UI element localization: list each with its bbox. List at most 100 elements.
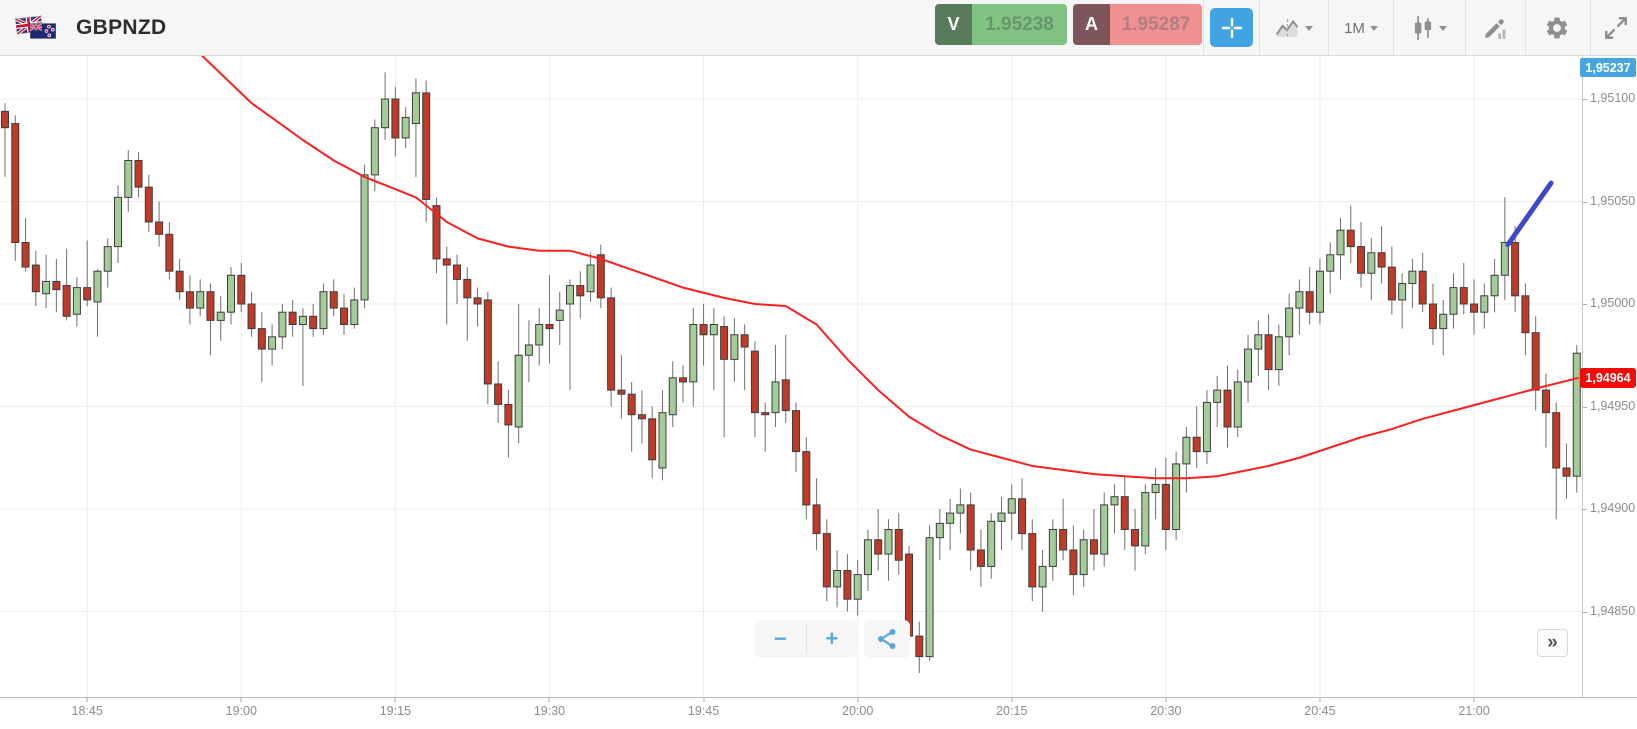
sell-price: 1.95238 <box>972 4 1067 45</box>
candlestick <box>966 504 975 551</box>
candlestick <box>1274 336 1283 371</box>
zoom-out-button[interactable]: − <box>755 620 806 658</box>
chevron-down-icon <box>1304 25 1313 31</box>
price-axis-label: 1,94900 <box>1590 501 1636 515</box>
candlestick <box>1470 303 1479 313</box>
candlestick <box>1357 246 1366 274</box>
nzd-flag-icon <box>30 23 56 39</box>
draw-button[interactable] <box>1472 10 1518 46</box>
candlestick <box>1439 313 1448 330</box>
candlestick <box>1305 291 1314 313</box>
candlestick <box>237 274 246 305</box>
fullscreen-icon <box>1605 17 1627 39</box>
candlestick <box>1480 295 1489 313</box>
candlestick <box>730 334 739 360</box>
candlestick <box>370 127 379 176</box>
candlestick <box>1449 287 1458 315</box>
candlestick <box>1223 389 1232 428</box>
share-icon <box>878 629 896 649</box>
candlestick <box>144 186 153 223</box>
toolbar-separator <box>1259 0 1260 56</box>
time-axis-label: 20:45 <box>1304 704 1336 718</box>
crosshair-button[interactable] <box>1210 8 1253 47</box>
candlestick <box>103 246 112 272</box>
time-axis-label: 18:45 <box>71 704 103 718</box>
timeframe-label: 1M <box>1344 19 1365 37</box>
candlestick <box>72 287 81 315</box>
sell-button[interactable]: V 1.95238 <box>935 4 1067 45</box>
candlestick <box>1346 229 1355 248</box>
candlestick <box>1028 533 1037 588</box>
price-axis-label: 1,94850 <box>1590 603 1636 618</box>
candlestick <box>545 324 554 330</box>
buy-button[interactable]: A 1.95287 <box>1073 4 1202 45</box>
candlestick <box>1387 266 1396 301</box>
candlestick <box>802 451 811 506</box>
price-axis-tick <box>1583 406 1587 408</box>
candlestick <box>1141 492 1150 547</box>
candlestick <box>483 299 492 385</box>
candlestick <box>340 307 349 326</box>
time-axis-label: 20:00 <box>842 704 874 718</box>
candlestick <box>915 635 924 658</box>
time-axis-label: 20:30 <box>1150 704 1182 718</box>
candlestick <box>997 512 1006 522</box>
candlestick <box>124 160 133 198</box>
time-axis-tick <box>548 697 550 702</box>
candlestick <box>1038 565 1047 588</box>
candlestick <box>1295 291 1304 309</box>
sell-tag: V <box>935 4 972 45</box>
candlestick <box>1018 498 1027 535</box>
time-axis[interactable]: 18:45 19:00 19:15 19:30 19:45 20:00 20:15 20:30… <box>0 697 1637 729</box>
price-axis[interactable]: 1,95237 1,94964 1,95100 1,95050 1,95000 1,9… <box>1580 56 1637 697</box>
candlestick <box>617 389 626 395</box>
candlestick <box>1172 463 1181 530</box>
candle-style-button[interactable] <box>1400 10 1458 46</box>
candlestick <box>627 393 636 416</box>
collapse-panel-button[interactable]: » <box>1537 629 1568 657</box>
candlestick <box>93 270 102 303</box>
chart-header: GBPNZD V 1.95238 A 1.95287 1M <box>0 0 1637 56</box>
candlestick <box>750 350 759 414</box>
currency-pair-flags <box>15 13 64 43</box>
symbol-title: GBPNZD <box>76 16 167 39</box>
candlestick <box>1161 483 1170 530</box>
timeframe-button[interactable]: 1M <box>1336 12 1386 44</box>
price-axis-tick <box>1583 99 1587 100</box>
toolbar-separator <box>1393 0 1394 56</box>
candlestick <box>843 570 852 600</box>
instrument: GBPNZD <box>15 0 167 56</box>
price-axis-label: 1,95100 <box>1590 91 1636 105</box>
x-axis-line <box>0 697 1637 698</box>
zoom-in-button[interactable]: + <box>807 620 858 658</box>
candlestick <box>1418 270 1427 305</box>
candlestick <box>360 174 369 301</box>
fullscreen-button[interactable] <box>1596 10 1636 46</box>
candlestick <box>216 311 225 321</box>
candlestick <box>1398 283 1407 301</box>
candlestick <box>401 116 410 139</box>
candlestick <box>1244 348 1253 383</box>
candlestick <box>1521 295 1530 334</box>
candlestick <box>566 285 575 305</box>
candlestick <box>165 233 174 272</box>
toolbar-separator <box>1590 0 1591 56</box>
candlestick <box>1100 504 1109 555</box>
candlestick <box>771 381 780 414</box>
chart-canvas[interactable] <box>0 55 1582 697</box>
candlestick <box>432 205 441 260</box>
price-axis-label: 1,94950 <box>1590 398 1636 413</box>
candlestick <box>1059 529 1068 551</box>
time-axis-label: 19:45 <box>687 704 720 718</box>
toolbar-separator <box>1203 0 1204 56</box>
trendline-drawing <box>1505 180 1554 248</box>
candlestick <box>976 549 985 567</box>
price-axis-label: 1,95050 <box>1590 193 1636 208</box>
candlestick <box>679 377 688 383</box>
share-button[interactable] <box>864 620 910 658</box>
chart-type-button[interactable] <box>1265 12 1321 44</box>
candlestick <box>1182 436 1191 465</box>
settings-button[interactable] <box>1532 10 1582 46</box>
candlestick <box>1490 274 1499 297</box>
candlestick <box>935 522 944 539</box>
